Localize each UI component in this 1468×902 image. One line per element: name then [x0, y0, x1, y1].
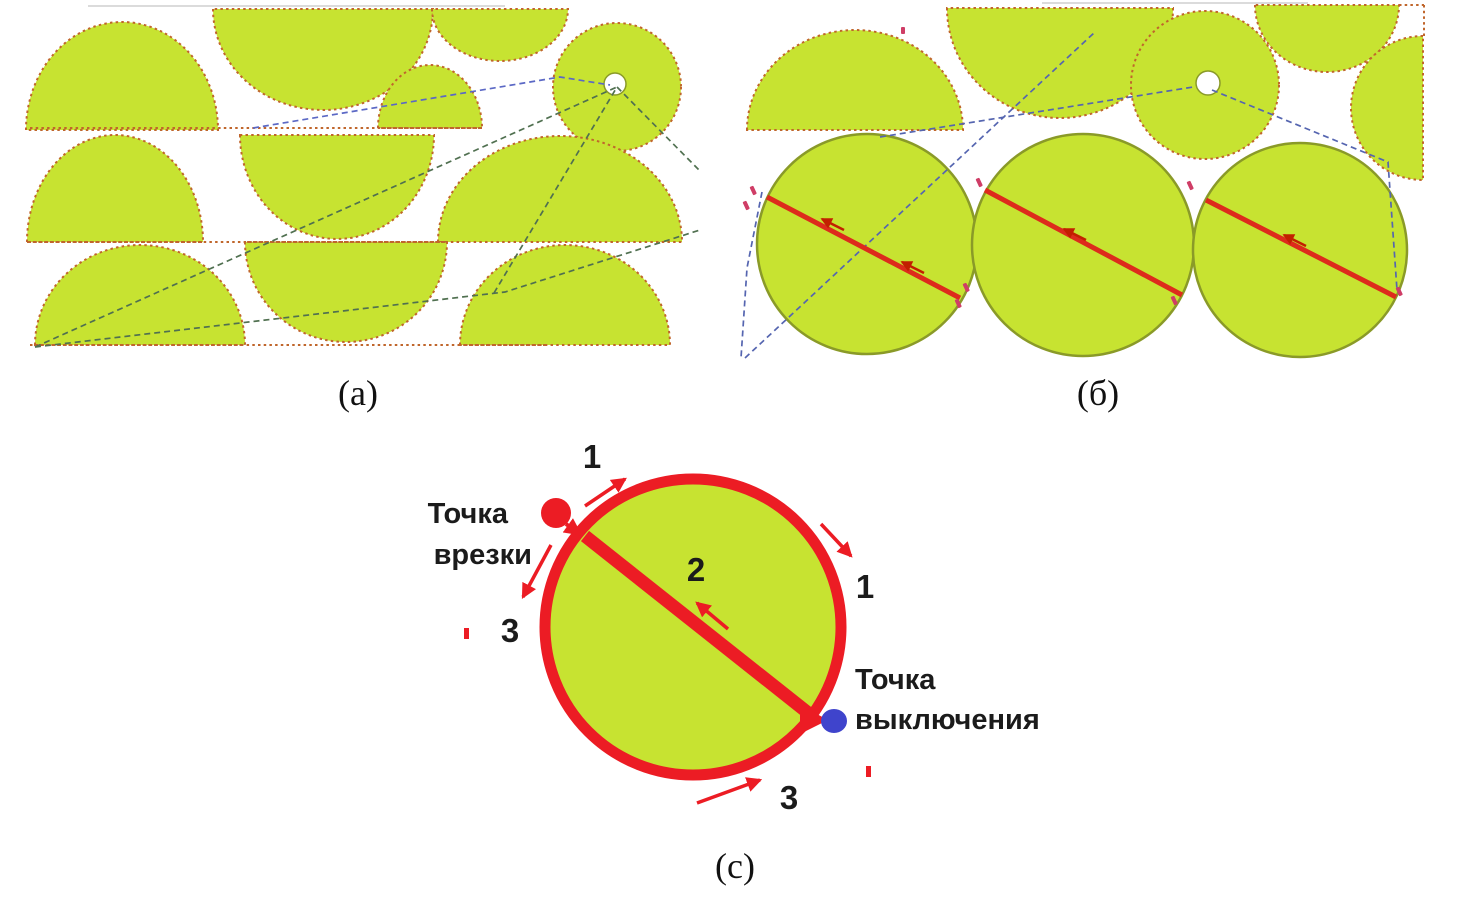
pierce-point-label-line2: врезки [433, 539, 532, 571]
switch-off-label-line1: Точка [855, 664, 936, 696]
cut-direction-arrow [900, 260, 925, 275]
pierce-marks [742, 27, 1403, 309]
part-semicircle-up [436, 135, 684, 243]
traverse-path-line [34, 86, 618, 348]
traverse-path-line [34, 229, 701, 348]
cut-direction-arrow [820, 217, 845, 232]
part-semicircle-down [211, 8, 435, 111]
switch-off-point-dot [821, 709, 847, 733]
part-hole [1195, 70, 1221, 96]
step3-bottom-number: 3 [779, 779, 799, 816]
part-semicircle-down [430, 8, 570, 62]
traverse-path-line [252, 76, 611, 129]
pierce-point-arrow [562, 518, 583, 536]
step2-number: 2 [686, 551, 706, 588]
part-semicircle-up [376, 64, 484, 129]
panel-c-cut-sequence-detail [464, 473, 871, 805]
traverse-path-line [1211, 89, 1398, 291]
part-half-disc-left [1350, 34, 1424, 182]
step3-left-number: 3 [500, 612, 520, 649]
caption-panel-c: (с) [715, 846, 755, 886]
switch-off-label-line2: выключения [855, 704, 1040, 736]
step1-direction-arrow [584, 477, 627, 508]
cut-line [1204, 197, 1398, 300]
cut-line [765, 194, 962, 301]
part-semicircle-up [458, 244, 672, 346]
step1-direction-arrow [819, 522, 853, 558]
traverse-path-line [879, 86, 1194, 138]
cut-line [983, 187, 1184, 298]
traverse-path-line [740, 191, 763, 359]
part-disc [755, 132, 979, 356]
cut-direction-arrow [1282, 233, 1307, 248]
part-semicircle-up [25, 134, 205, 243]
pierce-tick [866, 766, 871, 777]
step3-direction-arrow [521, 544, 553, 600]
pierce-point-label-line1: Точка [427, 498, 508, 530]
part-semicircle-down [238, 134, 436, 240]
step1-right-number: 1 [855, 568, 875, 605]
part-semicircle-up [24, 21, 220, 131]
part-semicircle-down [945, 7, 1175, 119]
caption-panel-a: (а) [338, 373, 378, 413]
step1-top-number: 1 [582, 438, 602, 475]
part-semicircle-up [33, 244, 247, 346]
part-semicircle-down [243, 241, 449, 343]
step3-direction-arrow [696, 777, 763, 805]
step2-direction-arrow [695, 601, 730, 631]
panel-a-nesting-layout [24, 5, 701, 348]
caption-panel-b: (б) [1076, 373, 1120, 413]
pierce-tick [464, 628, 469, 639]
cut-direction-arrow [1062, 227, 1087, 242]
chord-cut-line [580, 530, 817, 722]
panel-b-nesting-layout-cuts [740, 2, 1425, 359]
part-semicircle-up [745, 29, 965, 131]
chord-end-arrowhead [800, 705, 828, 734]
part-semicircle-down [1253, 4, 1401, 73]
